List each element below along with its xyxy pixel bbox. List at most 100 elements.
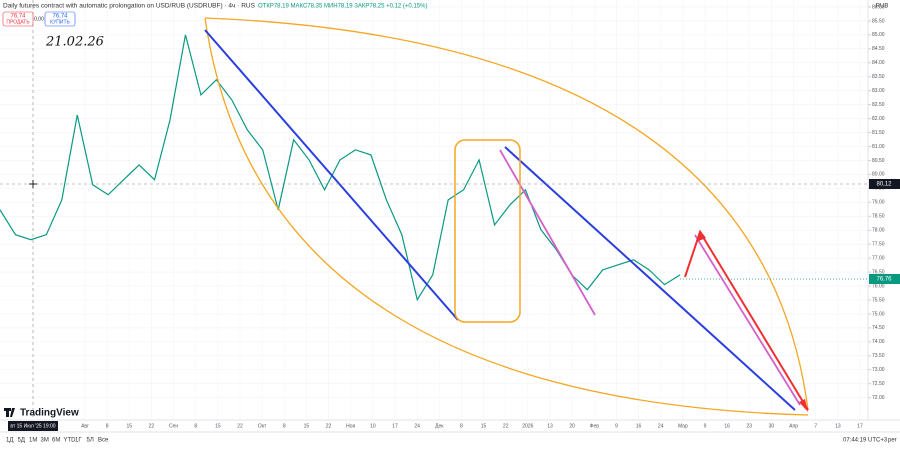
buy-price: 76,74: [52, 14, 68, 20]
crosshair-price-tag: [869, 179, 900, 189]
arc-upper: [204, 17, 809, 411]
y-tick-label: 75.50: [872, 297, 885, 303]
x-tick-label: 16: [636, 423, 642, 429]
y-tick-label: 80.00: [872, 172, 885, 178]
y-tick-label: 79.00: [872, 200, 885, 206]
range-button[interactable]: 3М: [41, 438, 49, 444]
ohlc: ОТКР78,19 МАКС78,35 МИН78,19 ЗАКР78,25 +…: [258, 4, 427, 10]
trend-line: [504, 146, 796, 411]
x-tick-label: Мар: [678, 423, 688, 429]
trend-line-pink: [694, 234, 801, 406]
arrow-head: [696, 230, 706, 242]
y-tick-label: 84.00: [872, 60, 885, 66]
y-tick-label: 84.50: [872, 46, 885, 52]
y-tick-label: 72.00: [872, 395, 885, 401]
x-tick-label: 15: [127, 423, 133, 429]
y-tick-label: 74.50: [872, 325, 885, 331]
y-tick-label: 85.00: [872, 32, 885, 38]
x-tick-label: Окт: [258, 423, 267, 429]
range-button[interactable]: 5Л: [87, 438, 94, 444]
x-tick-label: 13: [835, 423, 841, 429]
spread: 0,00: [34, 16, 44, 22]
x-tick-label: 9: [704, 423, 707, 429]
y-tick-label: 76.00: [872, 283, 885, 289]
sell-price: 76,74: [10, 14, 26, 20]
crosshair-date: вт 15 Июл '25 19:00: [10, 423, 55, 429]
x-tick-label: 15: [215, 423, 221, 429]
x-tick-label: 22: [326, 423, 332, 429]
sell-label: ПРОДАТЬ: [6, 19, 30, 25]
arc-lower: [204, 17, 809, 416]
highlight-box: [454, 139, 521, 323]
buy-label: КУПИТЬ: [50, 19, 70, 25]
arrow-head: [799, 399, 808, 412]
x-tick-label: 30: [769, 423, 775, 429]
buy-button[interactable]: [44, 11, 76, 27]
x-tick-label: 23: [747, 423, 753, 429]
x-tick-label: 20: [569, 423, 575, 429]
grid: 86.00 85.50 85.00 84.50 84.00 83.50 83.00 82.50…: [0, 0, 885, 429]
x-tick-label: 13: [547, 423, 553, 429]
x-tick-label: 24: [658, 423, 664, 429]
x-tick-label: 22: [149, 423, 155, 429]
trend-line: [204, 29, 459, 321]
x-tick-label: 7: [814, 423, 817, 429]
y-tick-label: 82.00: [872, 116, 885, 122]
y-tick-label: 82.50: [872, 102, 885, 108]
range-button[interactable]: 1Д: [6, 438, 13, 444]
y-tick-label: 76.50: [872, 269, 885, 275]
x-tick-label: 8: [283, 423, 286, 429]
x-tick-label: Дек: [435, 423, 444, 429]
x-tick-label: 15: [304, 423, 310, 429]
y-tick-label: 86.00: [872, 4, 885, 10]
x-tick-label: 24: [414, 423, 420, 429]
last-price: 76,76: [876, 277, 892, 283]
x-tick-label: 16: [724, 423, 730, 429]
x-tick-label: 2026: [522, 423, 533, 429]
range-button[interactable]: 1М: [29, 438, 37, 444]
y-tick-label: 74.00: [872, 339, 885, 345]
sell-button[interactable]: [2, 11, 34, 27]
range-buttons: 1Д 5Д 1М 3М 6М YTD 1Г 5Л Все: [6, 438, 109, 444]
y-tick-label: 83.00: [872, 88, 885, 94]
y-tick-label: 78.50: [872, 214, 885, 220]
crosshair-cursor: [29, 180, 37, 188]
crosshair-price: 80,12: [876, 182, 892, 188]
x-tick-label: 22: [237, 423, 243, 429]
last-price-tag: [869, 274, 900, 284]
range-button[interactable]: 6М: [52, 438, 60, 444]
x-tick-label: 17: [392, 423, 398, 429]
y-tick-label: 72.50: [872, 381, 885, 387]
clock: 07:44:19 UTC+3: [843, 438, 888, 444]
y-tick-label: 77.00: [872, 255, 885, 261]
range-button[interactable]: 5Д: [18, 438, 25, 444]
range-button[interactable]: YTD: [64, 438, 77, 444]
x-tick-label: Авг: [81, 423, 89, 429]
x-tick-label: 22: [503, 423, 509, 429]
x-tick-label: 10: [370, 423, 376, 429]
y-tick-label: 83.50: [872, 74, 885, 80]
x-tick-label: 9: [615, 423, 618, 429]
y-tick-label: 81.50: [872, 130, 885, 136]
trend-line-pink: [499, 149, 596, 316]
brand: TradingView: [20, 408, 79, 419]
range-button[interactable]: 1Г: [75, 438, 82, 444]
y-tick-label: 75.00: [872, 311, 885, 317]
x-tick-label: Фев: [590, 423, 600, 429]
x-tick-label: 8: [460, 423, 463, 429]
x-tick-label: 15: [481, 423, 487, 429]
note: 21.02.26: [45, 35, 104, 50]
y-tick-label: 73.50: [872, 353, 885, 359]
y-tick-label: 85.50: [872, 18, 885, 24]
brand-logo: [4, 408, 15, 417]
x-tick-label: Ноя: [346, 423, 355, 429]
y-tick-label: 73.00: [872, 367, 885, 373]
range-button[interactable]: Все: [98, 438, 109, 444]
symbol-title: Daily futures contract with automatic pr…: [3, 3, 256, 10]
x-tick-label: 8: [194, 423, 197, 429]
y-tick-label: 77.50: [872, 242, 885, 248]
y-tick-label: 80.50: [872, 158, 885, 164]
